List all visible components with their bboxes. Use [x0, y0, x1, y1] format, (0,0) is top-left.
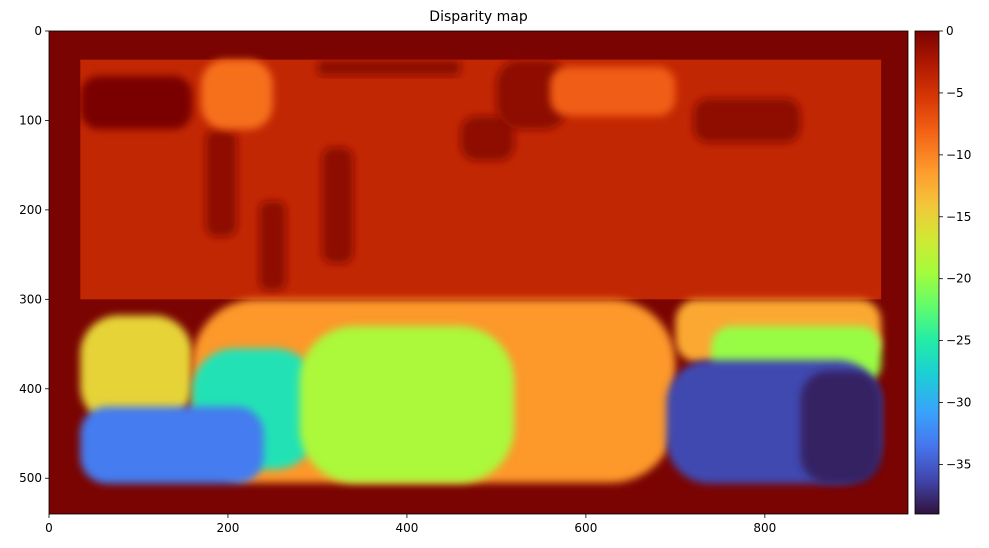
region-upper-scene [80, 59, 882, 300]
x-tick-label: 800 [753, 521, 776, 535]
region-upper-blob-2 [460, 115, 515, 161]
x-tick-label: 600 [574, 521, 597, 535]
y-tick-label: 500 [19, 471, 42, 485]
y-tick-label: 200 [19, 203, 42, 217]
colorbar-tick-label: −30 [946, 396, 971, 410]
y-tick-label: 300 [19, 292, 42, 306]
colorbar-tick-label: −25 [946, 334, 971, 348]
y-tick-label: 400 [19, 382, 42, 396]
x-tick-label: 200 [217, 521, 240, 535]
region-upper-blob-1 [80, 75, 193, 130]
x-axis: 0 200 400 600 800 [45, 514, 776, 535]
plot-area [49, 31, 908, 514]
region-upper-blob-4 [693, 98, 801, 143]
y-tick-label: 0 [34, 24, 42, 38]
y-tick-label: 100 [19, 113, 42, 127]
region-top-strip [317, 59, 461, 76]
colorbar-tick-label: −10 [946, 148, 971, 162]
x-tick-label: 0 [45, 521, 53, 535]
region-orange-right-blob [550, 66, 676, 116]
region-pillar-center [259, 200, 287, 291]
colorbar-tick-label: −20 [946, 272, 971, 286]
region-orange-top-blob [201, 59, 273, 130]
colorbar [914, 30, 940, 515]
region-bottom-left-blue [80, 406, 264, 484]
y-axis: 0 100 200 300 400 500 [19, 24, 49, 485]
region-pillar-left [205, 129, 237, 237]
colorbar-axis: 0 −5 −10 −15 −20 −25 −30 −35 [939, 24, 971, 471]
colorbar-tick-label: 0 [946, 24, 954, 38]
region-upper-blob-3 [496, 59, 568, 130]
region-bottom-right-dark [800, 370, 882, 484]
colorbar-tick-label: −15 [946, 210, 971, 224]
region-left-mid-band [80, 315, 193, 425]
heatmap-regions [80, 59, 882, 484]
colorbar-tick-label: −5 [946, 86, 964, 100]
plot-frame [48, 30, 909, 515]
region-center-green-blob [299, 326, 515, 483]
colorbar-tick-label: −35 [946, 457, 971, 471]
x-tick-label: 400 [395, 521, 418, 535]
region-pillar-right [321, 147, 354, 264]
chart-title: Disparity map [429, 9, 528, 25]
